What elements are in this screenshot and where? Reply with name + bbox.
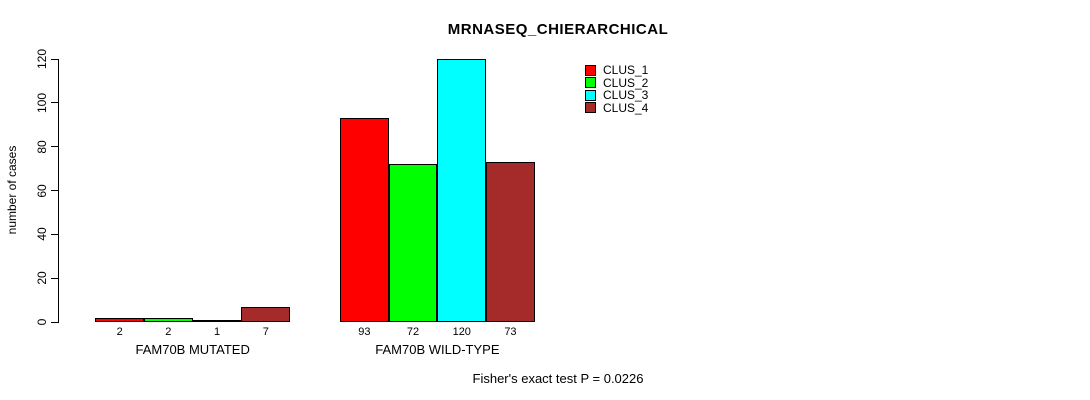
bar bbox=[241, 306, 291, 322]
y-axis-tick bbox=[51, 58, 58, 60]
y-axis-tick bbox=[51, 321, 58, 323]
bar bbox=[486, 162, 535, 322]
legend-label: CLUS_3 bbox=[603, 88, 649, 103]
y-axis-tick bbox=[51, 233, 58, 235]
bar-value-label: 120 bbox=[452, 326, 471, 338]
legend-item: CLUS_4 bbox=[585, 102, 648, 115]
legend-item: CLUS_2 bbox=[585, 77, 648, 90]
legend-label: CLUS_1 bbox=[603, 63, 649, 78]
fisher-test-annotation: Fisher's exact test P = 0.0226 bbox=[472, 371, 644, 386]
x-category-label: FAM70B MUTATED bbox=[135, 342, 250, 357]
bar-value-label: 1 bbox=[213, 326, 221, 338]
y-axis-tick-label: 80 bbox=[35, 139, 49, 154]
bar-value-label: 2 bbox=[116, 326, 123, 338]
y-axis-tick bbox=[51, 190, 58, 191]
bar-value-label: 2 bbox=[165, 326, 172, 338]
legend-swatch-icon bbox=[585, 77, 596, 89]
bar bbox=[437, 59, 487, 322]
y-axis-line bbox=[58, 59, 59, 323]
x-category-label: FAM70B WILD-TYPE bbox=[375, 342, 500, 357]
y-axis-tick bbox=[51, 277, 58, 279]
legend-label: CLUS_2 bbox=[603, 75, 649, 90]
y-axis-tick bbox=[51, 146, 58, 148]
chart-title: MRNASEQ_CHIERARCHICAL bbox=[447, 21, 669, 38]
y-axis-label: number of cases bbox=[5, 145, 19, 235]
y-axis-tick-label: 120 bbox=[35, 48, 49, 70]
y-axis-tick-label: 0 bbox=[35, 318, 49, 326]
bar-value-label: 93 bbox=[358, 326, 371, 338]
legend-item: CLUS_1 bbox=[585, 64, 648, 77]
bar-value-label: 7 bbox=[262, 326, 269, 338]
bar bbox=[95, 317, 144, 322]
y-axis-tick-label: 20 bbox=[35, 271, 49, 285]
legend: CLUS_1 CLUS_2 CLUS_3 CLUS_4 bbox=[585, 64, 648, 114]
bar bbox=[192, 319, 242, 322]
bar bbox=[388, 164, 438, 322]
legend-item: CLUS_3 bbox=[585, 89, 648, 102]
bar bbox=[340, 118, 389, 322]
bar-value-label: 73 bbox=[504, 326, 517, 338]
legend-label: CLUS_4 bbox=[603, 100, 649, 115]
y-axis-tick-label: 60 bbox=[35, 183, 49, 198]
legend-swatch-icon bbox=[585, 102, 596, 114]
y-axis-tick-label: 100 bbox=[35, 92, 49, 113]
legend-swatch-icon bbox=[585, 64, 596, 76]
bar bbox=[144, 317, 193, 322]
legend-swatch-icon bbox=[585, 89, 596, 101]
bar-value-label: 72 bbox=[406, 326, 420, 338]
y-axis-tick bbox=[51, 102, 58, 104]
y-axis-tick-label: 40 bbox=[35, 227, 49, 242]
